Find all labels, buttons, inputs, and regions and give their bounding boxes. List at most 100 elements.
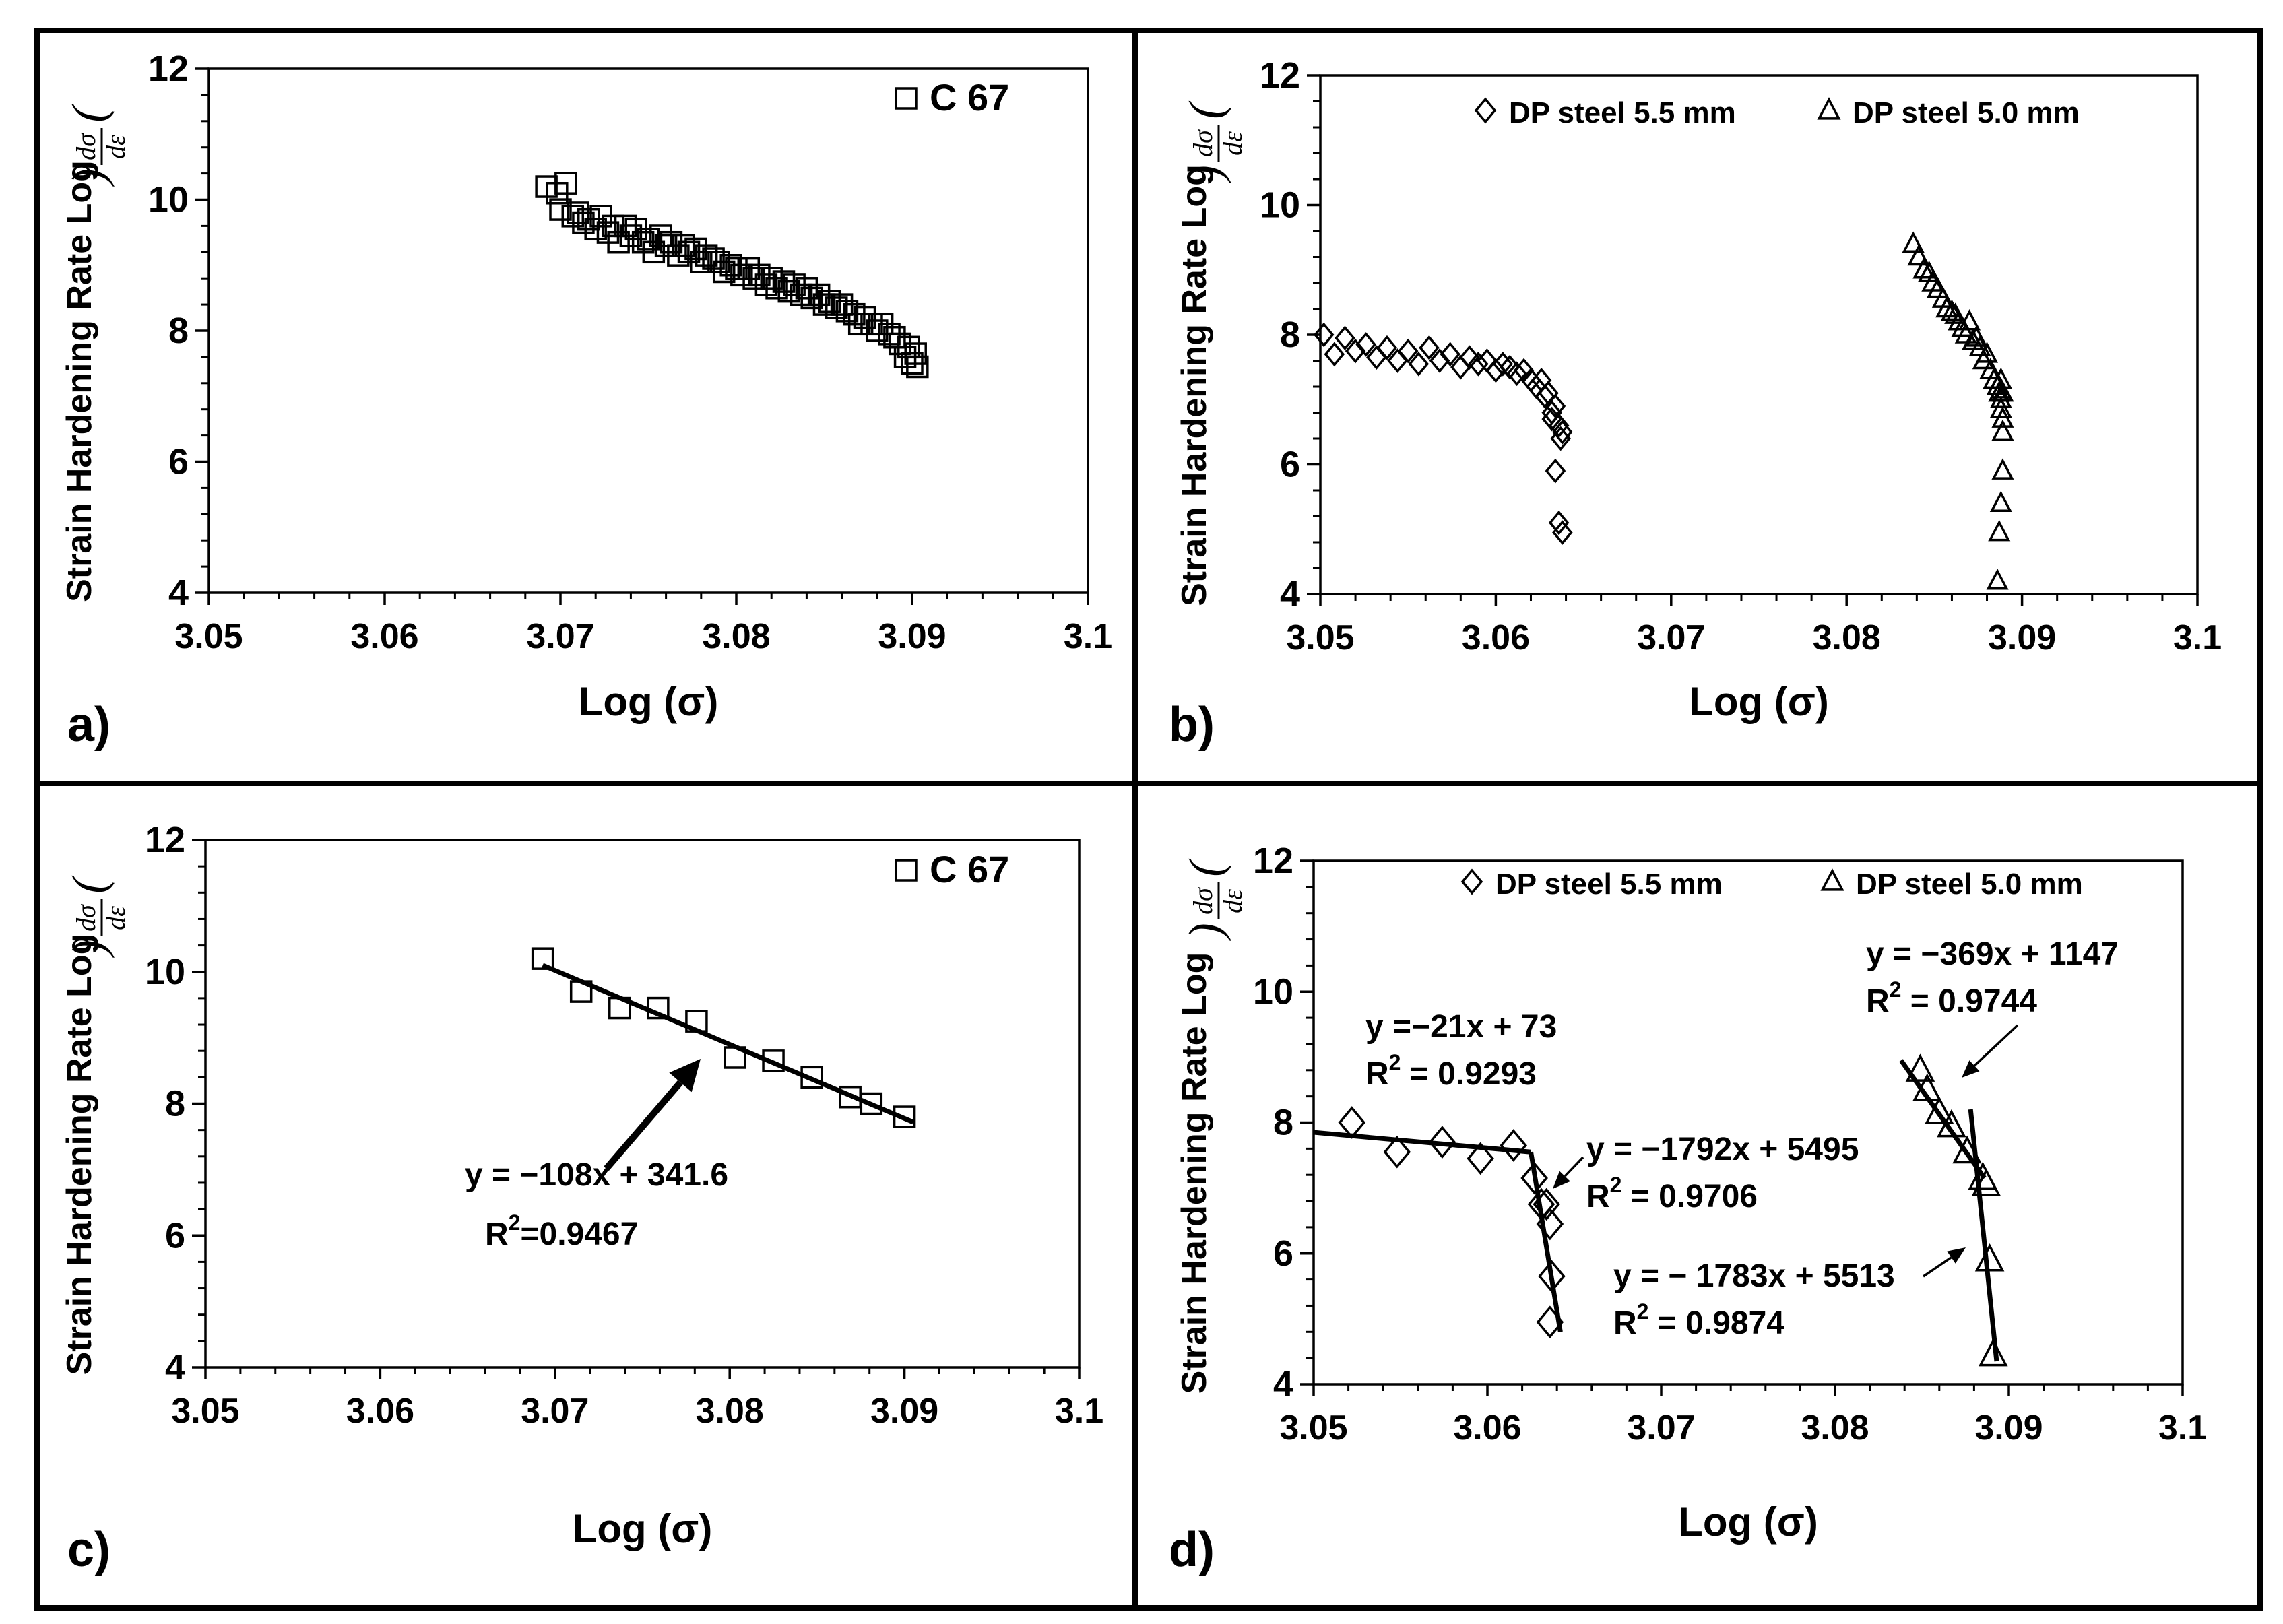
annotation-arrow (1973, 1024, 2019, 1067)
fraction-numerator: dσ (71, 904, 101, 932)
chart-panel-d: 3.05 3.06 3.07 3.08 3.09 3.1 4 6 8 10 12 Log (σ) Str… (1169, 841, 2207, 1577)
chart-panel-a: 3.05 3.06 3.07 3.08 3.09 3.1 4 6 8 10 12 Log (σ) Str… (60, 48, 1112, 752)
data-point-square (690, 251, 713, 273)
x-tick-label: 3.05 (174, 617, 243, 656)
y-tick-label: 8 (1273, 1103, 1293, 1143)
data-point-square (893, 1105, 916, 1128)
data-point-diamond (1355, 332, 1376, 357)
x-tick-label: 3.05 (1286, 618, 1354, 657)
x-tick-label: 3.07 (526, 617, 594, 656)
data-point-diamond (1538, 1260, 1566, 1293)
trendline (1968, 1109, 1999, 1362)
data-point-square (607, 230, 630, 254)
data-point-diamond (1526, 374, 1547, 399)
fraction-numerator: dσ (1188, 129, 1218, 157)
data-point-diamond (1477, 348, 1498, 373)
data-point-square (608, 996, 631, 1020)
y-axis-label: Strain Hardening Rate Log (1175, 164, 1214, 606)
legend-label: DP steel 5.5 mm (1509, 96, 1736, 129)
y-tick-label: 8 (1280, 315, 1300, 355)
y-tick-label: 6 (1273, 1233, 1293, 1274)
data-point-square (835, 300, 859, 323)
data-point-diamond (1552, 520, 1573, 545)
y-axis-label: Strain Hardening Rate Log (60, 934, 99, 1375)
data-point-diamond (1538, 381, 1559, 405)
x-tick-label: 3.08 (696, 1392, 764, 1431)
legend-marker-triangle (1817, 97, 1841, 120)
data-point-square (762, 1049, 785, 1072)
y-axis-fraction: ( dσ dε) (63, 104, 131, 187)
data-point-square (904, 342, 927, 365)
data-point-triangle (1971, 1168, 2001, 1196)
data-point-triangle (1907, 244, 1930, 266)
x-tick-label: 3.1 (2173, 618, 2222, 657)
data-point-triangle (1940, 299, 1963, 321)
fraction-numerator: dσ (1188, 887, 1218, 915)
data-point-triangle (1935, 296, 1958, 318)
annotation-arrowhead (1553, 1171, 1570, 1189)
y-tick-label: 4 (165, 1347, 185, 1388)
data-point-square (853, 306, 876, 329)
data-point-diamond (1429, 348, 1450, 373)
data-point-square (812, 293, 836, 316)
legend-marker-square (895, 87, 918, 110)
fraction-paren-right: ) (1180, 165, 1232, 183)
x-tick-label: 3.05 (1279, 1408, 1347, 1448)
x-tick-label: 3.1 (1055, 1392, 1103, 1431)
fraction-paren-right: ) (63, 168, 115, 187)
y-tick-label: 6 (1280, 445, 1300, 485)
data-point-diamond (1338, 1106, 1366, 1139)
data-point-square (637, 228, 660, 251)
fraction-paren-left: ( (63, 104, 115, 123)
data-point-square (847, 313, 871, 336)
x-axis-label: Log (σ) (1678, 1499, 1818, 1545)
data-point-diamond (1545, 393, 1566, 419)
panel-label: d) (1169, 1523, 1215, 1577)
fraction-denominator: dε (1217, 131, 1248, 156)
data-point-diamond (1545, 458, 1566, 484)
data-point-triangle (1912, 1073, 1942, 1101)
data-point-triangle (1937, 1109, 1966, 1138)
x-tick-label: 3.1 (2158, 1408, 2207, 1448)
x-tick-label: 3.08 (1813, 618, 1881, 657)
data-point-diamond (1548, 510, 1570, 535)
y-axis-fraction: (dσ dε) (63, 876, 131, 959)
data-point-diamond (1428, 1126, 1456, 1159)
y-tick-label: 10 (148, 180, 189, 220)
fraction-numerator: dσ (71, 133, 101, 160)
data-point-triangle (1991, 406, 2014, 428)
data-point-triangle (1989, 490, 2012, 513)
x-tick-label: 3.07 (1627, 1408, 1695, 1448)
x-tick-label: 3.05 (171, 1392, 239, 1431)
annotation-arrowhead (669, 1059, 701, 1093)
data-point-triangle (1925, 1096, 1954, 1124)
fit-equation: y =−21x + 73 (1365, 1009, 1557, 1045)
data-point-square (672, 234, 695, 257)
x-tick-label: 3.08 (702, 617, 770, 656)
x-tick-label: 3.06 (350, 617, 418, 656)
data-point-square (695, 244, 718, 267)
fraction-paren-right: ) (1180, 923, 1232, 941)
y-axis-fraction: (dσ dε) (1180, 859, 1248, 942)
panel-label: a) (67, 698, 110, 752)
y-tick-label: 12 (1253, 841, 1293, 881)
fraction-denominator: dε (100, 135, 131, 159)
data-point-triangle (1905, 1053, 1935, 1082)
y-tick-label: 12 (1260, 55, 1300, 96)
legend-marker-triangle (1820, 868, 1844, 891)
annotation-arrow (604, 1080, 683, 1171)
data-point-triangle (1902, 231, 1925, 253)
data-point-square (712, 260, 736, 284)
legend-label: C 67 (930, 76, 1009, 119)
chart-panel-b: 3.05 3.06 3.07 3.08 3.09 3.1 4 6 8 10 12 Log (σ) Str… (1169, 55, 2222, 752)
x-axis-label: Log (σ) (573, 1506, 713, 1551)
data-point-triangle (1978, 1338, 2008, 1367)
fit-r-squared: R2 = 0.9744 (1866, 977, 2037, 1019)
data-point-triangle (1986, 569, 2009, 590)
data-point-square (800, 286, 823, 310)
data-point-triangle (1958, 309, 1981, 331)
data-point-diamond (1533, 1188, 1560, 1221)
data-point-diamond (1500, 1129, 1527, 1162)
legend-label: DP steel 5.0 mm (1853, 96, 2080, 129)
